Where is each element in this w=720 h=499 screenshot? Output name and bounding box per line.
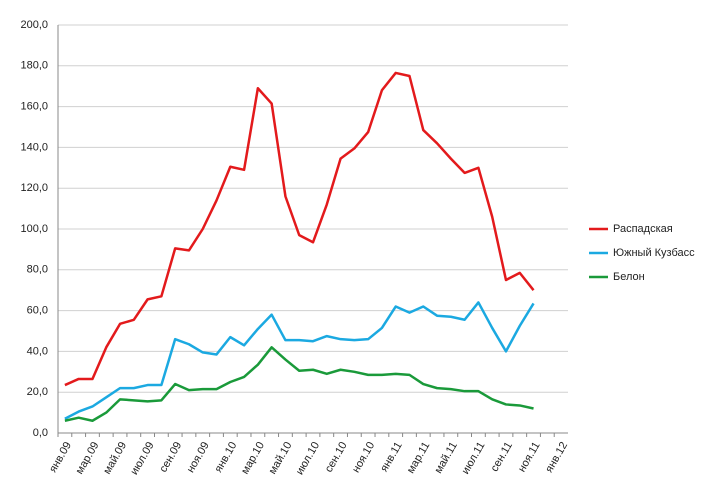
x-tick-label: янв.11 <box>378 440 405 474</box>
y-tick-label: 20,0 <box>27 386 48 398</box>
y-tick-label: 0,0 <box>33 427 48 439</box>
x-tick-label: сен.09 <box>157 440 184 475</box>
y-tick-label: 60,0 <box>27 305 48 317</box>
legend-label: Южный Кузбасс <box>613 247 695 259</box>
x-tick-label: июл.09 <box>128 440 156 477</box>
x-tick-label: июл.10 <box>294 440 322 477</box>
x-tick-label: сен.11 <box>489 440 515 474</box>
series-line <box>64 71 535 387</box>
y-tick-label: 200,0 <box>20 19 48 31</box>
series-line <box>64 301 535 420</box>
x-tick-label: май.11 <box>432 440 460 476</box>
y-tick-label: 140,0 <box>20 141 48 153</box>
legend-label: Распадская <box>613 223 673 235</box>
x-tick-label: мар.10 <box>239 440 267 476</box>
y-tick-label: 40,0 <box>27 345 48 357</box>
x-tick-label: мар.09 <box>74 440 102 476</box>
y-tick-label: 100,0 <box>20 223 48 235</box>
x-tick-label: ноя.10 <box>350 440 377 475</box>
x-tick-label: янв.12 <box>543 440 570 475</box>
x-tick-label: ноя.09 <box>185 440 212 475</box>
x-tick-label: ноя.11 <box>516 440 543 474</box>
y-tick-label: 80,0 <box>27 264 48 276</box>
y-tick-label: 160,0 <box>20 101 48 113</box>
y-tick-label: 120,0 <box>20 182 48 194</box>
x-tick-label: янв.09 <box>47 440 74 475</box>
y-tick-label: 180,0 <box>20 60 48 72</box>
x-tick-label: май.10 <box>267 440 295 476</box>
x-tick-label: сен.10 <box>323 440 350 475</box>
x-tick-label: мар.11 <box>405 440 433 476</box>
series-line <box>64 346 534 423</box>
x-tick-label: май.09 <box>101 440 129 476</box>
x-tick-label: янв.10 <box>212 440 239 475</box>
x-tick-label: июл.11 <box>460 440 488 476</box>
legend-label: Белон <box>613 271 645 283</box>
